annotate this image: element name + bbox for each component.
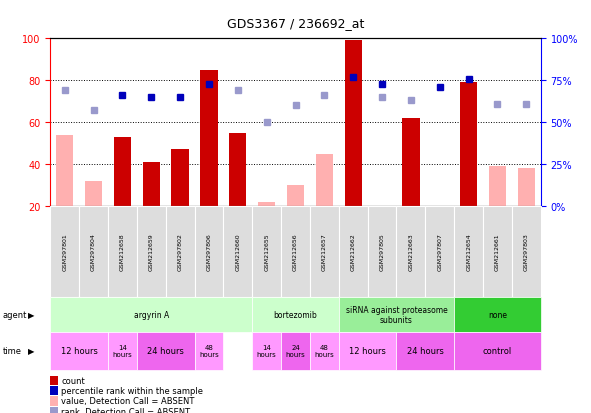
- Text: siRNA against proteasome
subunits: siRNA against proteasome subunits: [346, 305, 447, 325]
- Bar: [171, 150, 189, 206]
- Text: 48
hours: 48 hours: [199, 344, 219, 358]
- Text: GSM212663: GSM212663: [408, 233, 414, 271]
- Text: argyrin A: argyrin A: [134, 311, 169, 319]
- Bar: [518, 169, 535, 206]
- Text: agent: agent: [3, 311, 27, 319]
- Bar: [316, 154, 333, 206]
- Text: control: control: [483, 347, 512, 356]
- Text: GSM212660: GSM212660: [235, 233, 241, 271]
- Text: GSM212661: GSM212661: [495, 233, 500, 271]
- Text: GSM212662: GSM212662: [350, 233, 356, 271]
- Bar: [460, 83, 478, 206]
- Bar: [489, 167, 506, 206]
- Text: 48
hours: 48 hours: [314, 344, 335, 358]
- Text: GSM297804: GSM297804: [91, 233, 96, 271]
- Text: GDS3367 / 236692_at: GDS3367 / 236692_at: [227, 17, 364, 29]
- Text: none: none: [488, 311, 507, 319]
- Text: 24 hours: 24 hours: [147, 347, 184, 356]
- Text: ▶: ▶: [28, 347, 34, 356]
- Bar: [142, 163, 160, 206]
- Bar: [258, 202, 275, 206]
- Text: time: time: [3, 347, 22, 356]
- Text: GSM297806: GSM297806: [206, 233, 212, 271]
- Text: GSM212658: GSM212658: [120, 233, 125, 271]
- Text: bortezomib: bortezomib: [274, 311, 317, 319]
- Text: value, Detection Call = ABSENT: value, Detection Call = ABSENT: [61, 396, 195, 406]
- Text: rank, Detection Call = ABSENT: rank, Detection Call = ABSENT: [61, 407, 190, 413]
- Bar: [345, 41, 362, 207]
- Text: 24
hours: 24 hours: [285, 344, 306, 358]
- Text: ▶: ▶: [28, 311, 34, 319]
- Bar: [56, 135, 73, 206]
- Text: GSM297801: GSM297801: [62, 233, 67, 271]
- Text: 12 hours: 12 hours: [349, 347, 386, 356]
- Bar: [229, 133, 246, 206]
- Bar: [287, 185, 304, 206]
- Bar: [402, 119, 420, 206]
- Text: GSM297805: GSM297805: [379, 233, 385, 271]
- Text: GSM212659: GSM212659: [149, 233, 154, 271]
- Text: 14
hours: 14 hours: [256, 344, 277, 358]
- Bar: [85, 181, 102, 206]
- Bar: [200, 71, 217, 206]
- Bar: [113, 138, 131, 206]
- Text: 14
hours: 14 hours: [112, 344, 132, 358]
- Text: GSM297807: GSM297807: [437, 233, 442, 271]
- Text: 12 hours: 12 hours: [61, 347, 98, 356]
- Text: 24 hours: 24 hours: [407, 347, 444, 356]
- Text: GSM212655: GSM212655: [264, 233, 269, 271]
- Text: GSM212657: GSM212657: [322, 233, 327, 271]
- Text: GSM212656: GSM212656: [293, 233, 298, 271]
- Text: GSM297802: GSM297802: [177, 233, 183, 271]
- Text: GSM297803: GSM297803: [524, 233, 529, 271]
- Text: count: count: [61, 376, 85, 385]
- Text: percentile rank within the sample: percentile rank within the sample: [61, 386, 203, 395]
- Text: GSM212654: GSM212654: [466, 233, 471, 271]
